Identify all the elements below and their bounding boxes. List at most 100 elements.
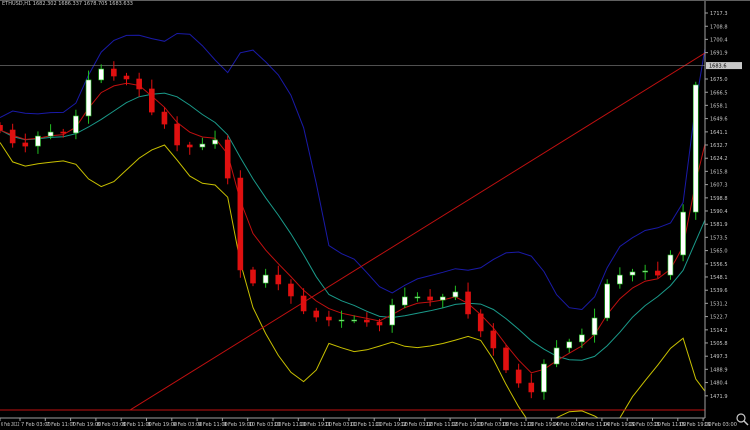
candle-body [22, 142, 29, 147]
x-tick-label: 15 Feb 11:00 [654, 422, 687, 428]
y-tick-label: 1531.2 [710, 301, 728, 307]
trendline[interactable] [129, 24, 750, 411]
y-tick-label: 1598.8 [710, 196, 728, 202]
candle-body [313, 310, 320, 318]
candle [98, 64, 104, 84]
x-tick-label: 10 Feb 03:00 [249, 422, 282, 428]
y-tick-label: 1505.8 [710, 341, 728, 347]
candle-body [35, 135, 41, 147]
candle [275, 265, 282, 291]
candle [174, 116, 180, 152]
x-tick-label: 12 Feb 03:00 [401, 422, 434, 428]
x-tick-label: 13 Feb 19:00 [527, 422, 560, 428]
y-tick-label: 1649.6 [710, 117, 728, 123]
candle-body [136, 78, 142, 90]
candle-body [60, 131, 67, 134]
y-tick-label: 1539.6 [710, 288, 728, 294]
candle [465, 282, 471, 319]
candle-body [389, 304, 395, 326]
candle [528, 373, 535, 399]
y-tick-label: 1573.5 [710, 235, 728, 241]
zoom-icon[interactable] [736, 413, 749, 426]
candle-body [617, 274, 623, 285]
y-tick-label: 1658.1 [710, 103, 728, 109]
y-tick-label: 1590.4 [710, 209, 728, 215]
candle-body [490, 330, 497, 349]
candle-body [452, 291, 459, 298]
candle-body [351, 319, 358, 322]
candle [490, 323, 497, 356]
x-tick-label: 13 Feb 03:00 [476, 422, 509, 428]
x-tick-label: 11 Feb 11:00 [350, 422, 383, 428]
y-tick-label: 1488.9 [710, 367, 728, 373]
x-tick-label: 11 Feb 19:00 [375, 422, 408, 428]
candle-body [503, 347, 509, 371]
candle-body [9, 129, 16, 144]
candle-body [0, 125, 3, 131]
time-axis-panel [0, 418, 750, 430]
candle-body [427, 296, 433, 301]
candle [161, 107, 168, 129]
candle-body [566, 341, 573, 349]
moving-average-fast-line [0, 82, 735, 374]
candle-body [174, 123, 180, 146]
candle-body [579, 334, 585, 343]
bollinger-upper-line [0, 0, 717, 311]
chart-title: ETHUSD,H1 1682.302 1686.337 1678.705 168… [2, 1, 133, 7]
candle-body [98, 68, 104, 81]
candle-body [85, 79, 92, 117]
x-tick-label: 10 Feb 19:00 [299, 422, 332, 428]
candle [579, 328, 585, 349]
x-tick-label: 9 Feb 03:00 [173, 422, 203, 428]
candle [604, 279, 611, 322]
candle-body [47, 131, 54, 137]
x-tick-label: 11 Feb 03:00 [325, 422, 358, 428]
y-tick-label: 1565.0 [710, 249, 728, 255]
zoom-icon-lens [736, 413, 746, 423]
y-tick-label: 1666.5 [710, 90, 728, 96]
x-tick-label: 10 Feb 11:00 [274, 422, 307, 428]
candle-body [414, 296, 421, 299]
candle [591, 308, 598, 343]
x-tick-label: 8 Feb 11:00 [122, 422, 152, 428]
y-tick-label: 1641.1 [710, 130, 728, 136]
candle [439, 293, 446, 308]
zoom-icon-handle [743, 420, 749, 426]
current-price-label: 1683.6 [709, 64, 727, 70]
candle [85, 70, 92, 124]
candle [414, 292, 421, 302]
y-tick-label: 1497.3 [710, 354, 728, 360]
x-tick-label: 12 Feb 11:00 [426, 422, 459, 428]
candle [566, 338, 573, 353]
candle [237, 170, 244, 278]
candle [224, 135, 231, 185]
candle [477, 309, 484, 338]
x-tick-label: 9 Feb 11:00 [198, 422, 228, 428]
candle [680, 204, 686, 262]
y-tick-label: 1480.4 [710, 381, 728, 387]
y-tick-label: 1624.2 [710, 156, 728, 162]
x-tick-label: 8 Feb 19:00 [148, 422, 178, 428]
candle-body [376, 321, 383, 326]
candle [300, 288, 307, 315]
candle [427, 289, 433, 307]
candle [654, 261, 661, 279]
candle-body [123, 75, 130, 80]
candle [136, 72, 142, 97]
candle-body [224, 139, 231, 179]
x-tick-label: 16 Feb 03:00 [704, 422, 737, 428]
y-tick-label: 1607.3 [710, 183, 728, 189]
candle [553, 340, 560, 368]
candle-body [541, 363, 547, 393]
candle [262, 268, 269, 288]
candle [47, 124, 54, 140]
candle [149, 79, 155, 116]
x-tick-label: 14 Feb 11:00 [578, 422, 611, 428]
x-tick-label: 9 Feb 19:00 [223, 422, 253, 428]
candle-body [111, 68, 117, 77]
y-tick-label: 1522.7 [710, 315, 728, 321]
candle-body [364, 319, 370, 323]
candle-body [477, 313, 484, 332]
